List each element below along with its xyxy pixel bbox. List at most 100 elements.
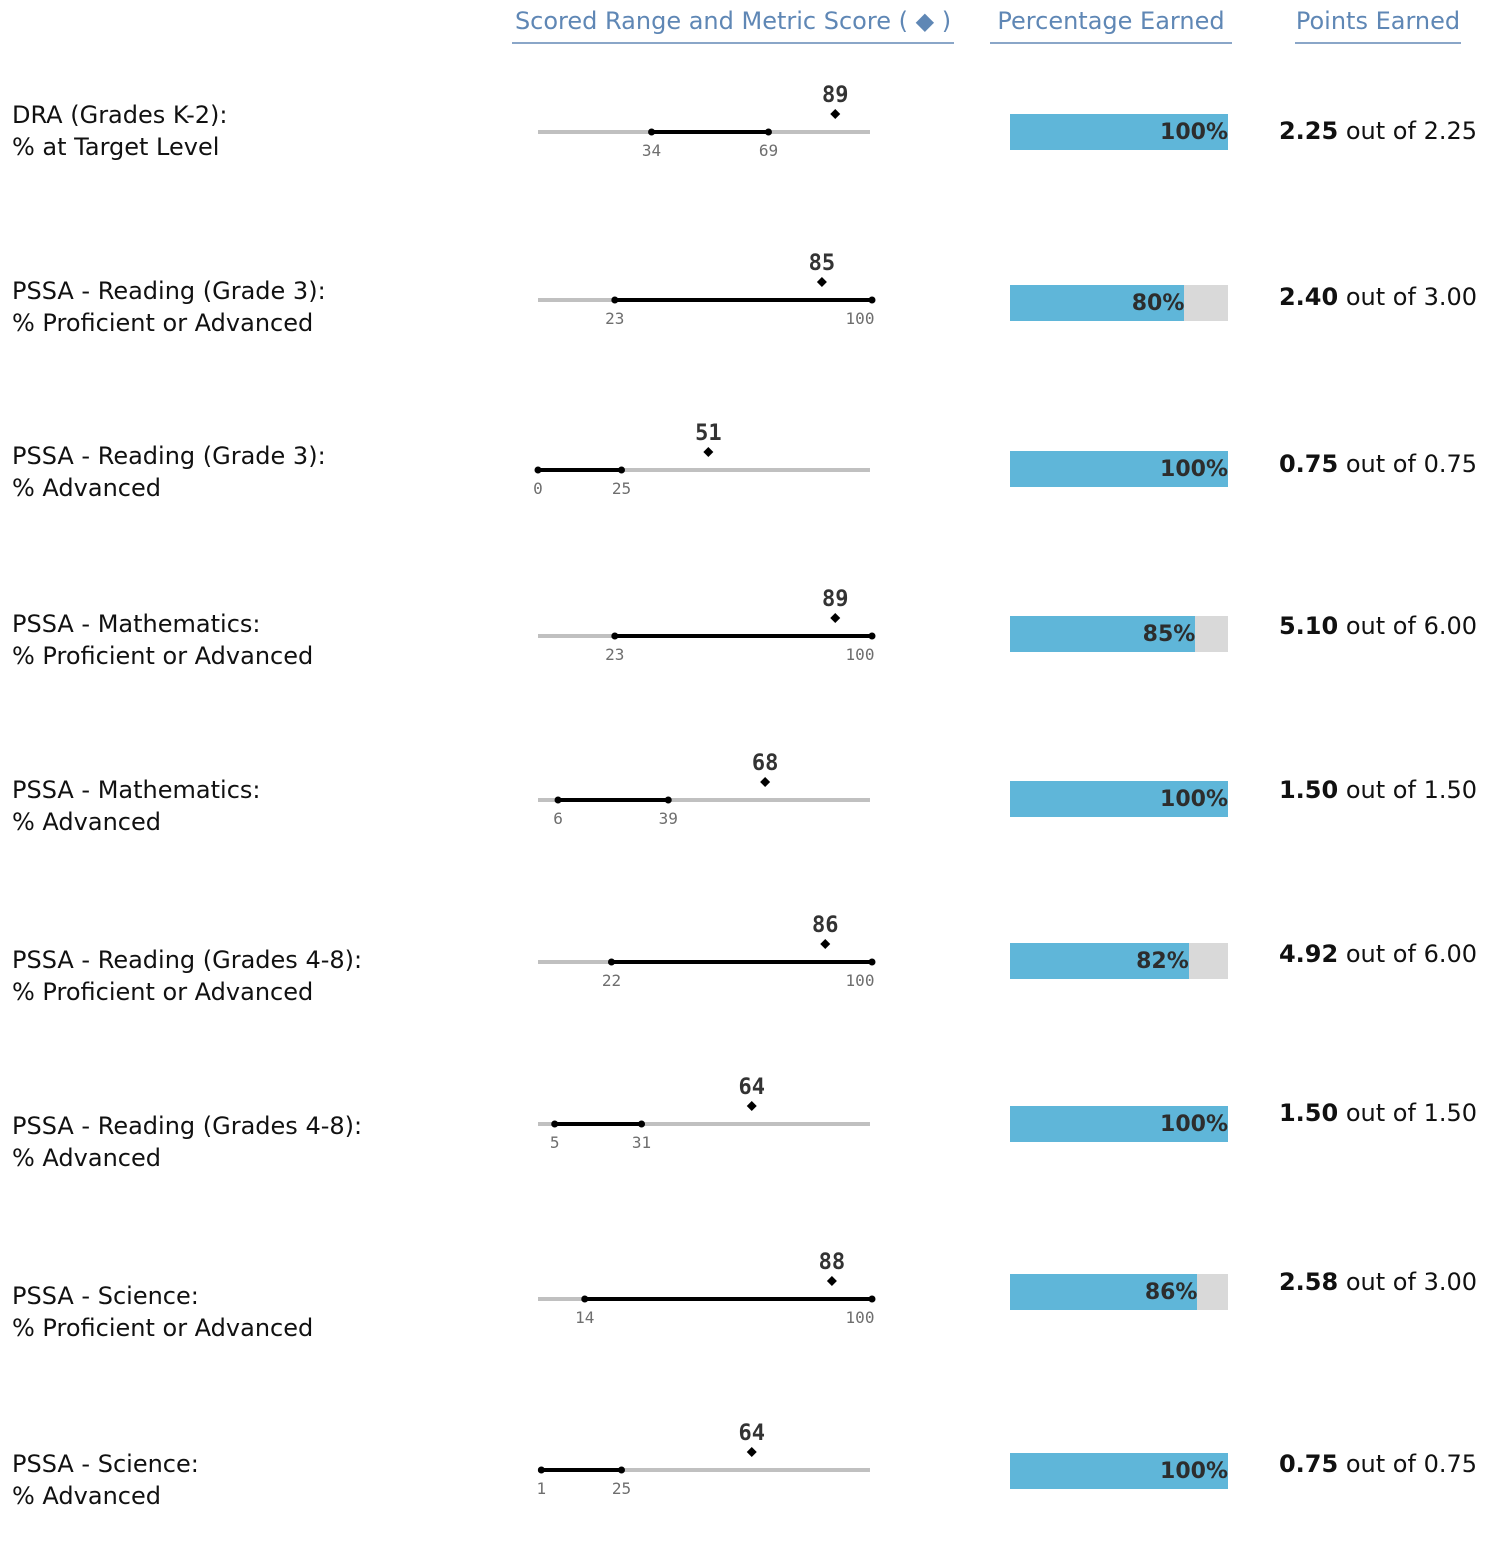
percentage-label: 100% [1160, 120, 1228, 145]
points-earned-value: 5.10 [1278, 612, 1339, 640]
metric-label: PSSA - Mathematics: % Advanced [12, 774, 260, 838]
range-low-marker [611, 632, 619, 640]
metric-row: PSSA - Reading (Grades 4-8): % Advanced 5 3… [0, 1075, 1497, 1224]
scored-range-header: Scored Range and Metric Score ( ◆ ) [512, 2, 954, 44]
percentage-label: 100% [1160, 1112, 1228, 1137]
metric-score-diamond-icon [746, 1447, 757, 1457]
range-high-label: 69 [759, 141, 778, 160]
range-high-label: 39 [659, 809, 678, 828]
points-earned-value: 0.75 [1278, 1450, 1339, 1478]
points-possible-value: 3.00 [1423, 283, 1477, 311]
scored-range-chart: 5 31 64 [538, 1075, 870, 1152]
metric-label: PSSA - Reading (Grade 3): % Advanced [12, 440, 326, 504]
metric-name: PSSA - Reading (Grades 4-8): [12, 946, 363, 974]
metric-score-label: 51 [695, 421, 722, 446]
percentage-label: 100% [1160, 457, 1228, 482]
points-possible-value: 6.00 [1423, 612, 1477, 640]
points-earned-value: 4.92 [1278, 940, 1339, 968]
metric-measure: % at Target Level [12, 133, 220, 161]
scored-range-chart: 6 39 68 [538, 751, 870, 828]
percentage-label: 85% [1142, 622, 1196, 647]
points-earned-header: Points Earned [1295, 2, 1461, 44]
scored-range-chart: 34 69 89 [538, 83, 870, 160]
metric-name: PSSA - Science: [12, 1282, 199, 1310]
percentage-bar: 100% [1010, 781, 1228, 817]
metric-row: PSSA - Reading (Grade 3): % Proficient or… [0, 251, 1497, 400]
percentage-bar: 100% [1010, 1453, 1228, 1489]
metric-row: PSSA - Mathematics: % Proficient or Advan… [0, 587, 1497, 736]
metric-score-label: 89 [822, 587, 849, 612]
metric-label: PSSA - Science: % Proficient or Advanced [12, 1280, 313, 1344]
percentage-bar: 100% [1010, 114, 1228, 150]
metric-label: PSSA - Reading (Grades 4-8): % Proficient… [12, 944, 362, 1008]
diamond-symbol-icon: ( ◆ ) [898, 7, 952, 35]
points-out-of-text: out of [1345, 1450, 1416, 1478]
metric-score-diamond-icon [820, 939, 831, 949]
percentage-bar-fill [1010, 1274, 1198, 1310]
range-low-label: 23 [605, 309, 624, 328]
metric-name: PSSA - Science: [12, 1450, 199, 1478]
range-low-label: 1 [537, 1479, 547, 1498]
metric-score-label: 68 [752, 751, 779, 776]
metric-score-diamond-icon [830, 109, 841, 119]
metric-score-diamond-icon [703, 447, 714, 457]
metric-score-diamond-icon [746, 1101, 757, 1111]
metric-label: DRA (Grades K-2): % at Target Level [12, 99, 228, 163]
points-possible-value: 1.50 [1423, 1099, 1477, 1127]
range-low-label: 6 [553, 809, 563, 828]
range-high-marker [618, 1466, 625, 1474]
percentage-label: 100% [1160, 1459, 1228, 1484]
percentage-bar-fill [1010, 943, 1189, 979]
points-earned: 0.75 out of 0.75 [1279, 450, 1477, 478]
metric-score-label: 88 [819, 1250, 846, 1275]
percentage-bar: 80% [1010, 285, 1228, 321]
metric-row: PSSA - Mathematics: % Advanced 6 39 68 100% 1.… [0, 751, 1497, 900]
points-earned-value: 1.50 [1278, 1099, 1339, 1127]
range-low-marker [581, 1295, 589, 1303]
scored-range-chart: 23 100 85 [538, 251, 876, 328]
points-out-of-text: out of [1345, 450, 1416, 478]
range-low-marker [611, 296, 619, 304]
metric-row: PSSA - Science: % Advanced 1 25 64 100% 0.75 o… [0, 1420, 1497, 1560]
percentage-earned-header: Percentage Earned [990, 2, 1232, 44]
metric-score-diamond-icon [826, 1276, 837, 1286]
metric-measure: % Proficient or Advanced [12, 978, 314, 1006]
range-high-label: 100 [846, 309, 875, 328]
metric-name: PSSA - Reading (Grade 3): [12, 277, 326, 305]
points-earned: 2.58 out of 3.00 [1279, 1268, 1477, 1296]
points-possible-value: 0.75 [1423, 1450, 1477, 1478]
range-high-label: 100 [846, 971, 875, 990]
range-low-label: 14 [575, 1308, 594, 1327]
points-out-of-text: out of [1345, 776, 1416, 804]
metric-name: PSSA - Mathematics: [12, 776, 261, 804]
points-earned: 2.25 out of 2.25 [1279, 117, 1477, 145]
points-earned: 1.50 out of 1.50 [1279, 1099, 1477, 1127]
range-low-label: 23 [605, 645, 624, 664]
range-low-marker [537, 1466, 545, 1474]
percentage-bar-fill [1010, 616, 1196, 652]
percentage-bar-fill [1010, 114, 1228, 150]
metric-name: PSSA - Reading (Grades 4-8): [12, 1112, 363, 1140]
range-high-label: 25 [612, 479, 631, 498]
range-low-marker [551, 1120, 559, 1128]
metric-measure: % Proficient or Advanced [12, 309, 314, 337]
points-earned: 5.10 out of 6.00 [1279, 612, 1477, 640]
range-low-marker [648, 128, 656, 136]
percentage-label: 86% [1144, 1280, 1198, 1305]
metric-name: PSSA - Mathematics: [12, 610, 261, 638]
range-low-marker [534, 466, 542, 474]
points-earned: 4.92 out of 6.00 [1279, 940, 1477, 968]
range-high-label: 25 [612, 1479, 631, 1498]
points-earned: 0.75 out of 0.75 [1279, 1450, 1477, 1478]
range-high-marker [638, 1120, 646, 1128]
points-out-of-text: out of [1345, 940, 1416, 968]
metric-score-label: 85 [809, 251, 836, 276]
points-out-of-text: out of [1345, 612, 1416, 640]
points-earned: 2.40 out of 3.00 [1279, 283, 1477, 311]
range-high-marker [764, 128, 772, 136]
metric-measure: % Advanced [12, 474, 161, 502]
points-possible-value: 3.00 [1423, 1268, 1477, 1296]
metric-measure: % Advanced [12, 808, 161, 836]
percentage-label: 100% [1160, 787, 1228, 812]
percentage-label: 82% [1136, 949, 1189, 974]
